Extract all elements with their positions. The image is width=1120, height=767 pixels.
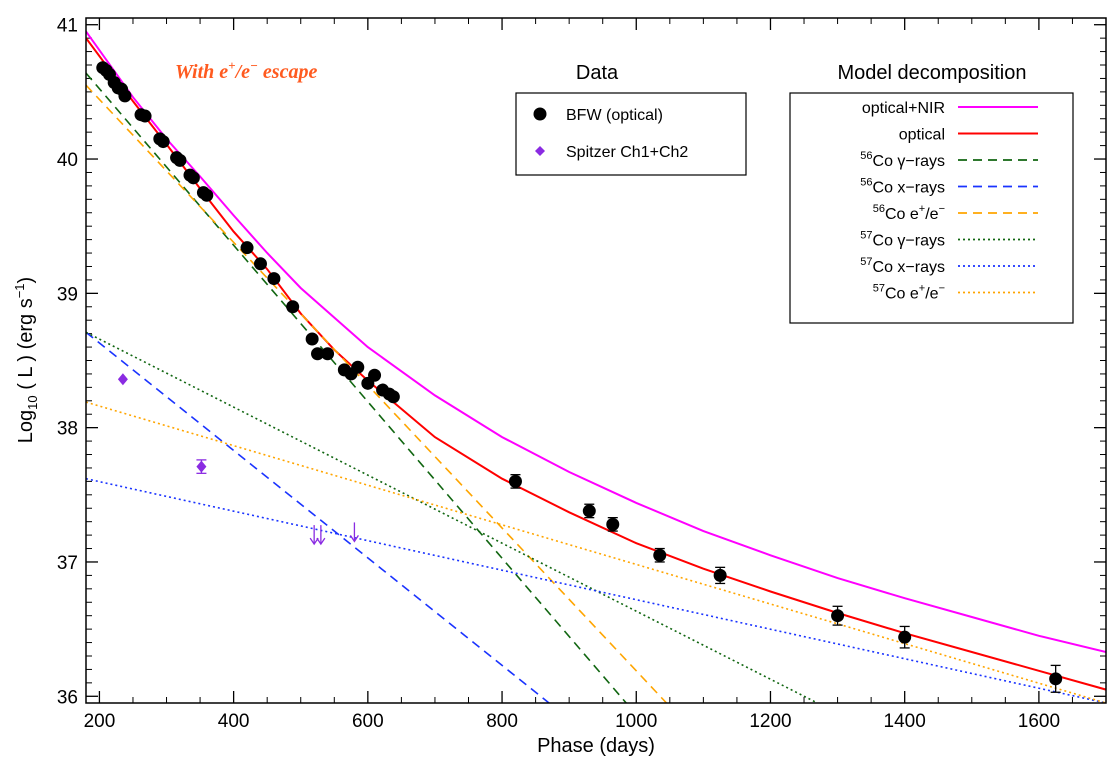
data-point-bfw bbox=[582, 504, 596, 518]
model-line-56co-rays bbox=[86, 72, 627, 703]
data-point-bfw bbox=[351, 360, 365, 374]
legend-marker-spitzer bbox=[535, 146, 545, 156]
x-tick-label: 600 bbox=[352, 711, 384, 732]
legend-model-label: 56Co γ−rays bbox=[860, 150, 945, 170]
legend-model-label: optical+NIR bbox=[862, 100, 945, 117]
data-point-bfw bbox=[267, 272, 281, 286]
escape-annotation: With e+/e− escape bbox=[175, 58, 317, 83]
y-tick-label: 37 bbox=[57, 553, 78, 574]
data-points bbox=[96, 61, 1063, 693]
data-point-bfw bbox=[1049, 672, 1063, 686]
x-tick-label: 1000 bbox=[615, 711, 657, 732]
legend-model-label: 57Co x−rays bbox=[860, 256, 945, 276]
data-point-bfw bbox=[305, 332, 319, 346]
data-point-bfw bbox=[286, 300, 300, 314]
y-tick-label: 39 bbox=[57, 284, 78, 305]
data-point-bfw bbox=[831, 609, 845, 623]
model-line-57co-rays bbox=[86, 331, 818, 703]
legend-label-bfw: BFW (optical) bbox=[566, 107, 663, 124]
legend-marker-bfw bbox=[533, 107, 547, 121]
x-tick-label: 400 bbox=[218, 711, 250, 732]
upper-limit-arrowhead bbox=[309, 537, 319, 546]
upper-limit-arrowhead bbox=[316, 537, 326, 546]
legend-model-label: optical bbox=[899, 127, 945, 144]
data-point-bfw bbox=[311, 347, 325, 361]
plot-frame bbox=[85, 17, 1107, 704]
y-tick-label: 41 bbox=[57, 16, 78, 37]
data-point-bfw bbox=[240, 241, 254, 255]
data-point-bfw bbox=[653, 548, 667, 562]
x-axis-label: Phase (days) bbox=[537, 735, 655, 757]
x-tick-label: 1400 bbox=[884, 711, 926, 732]
data-point-bfw bbox=[156, 135, 170, 149]
data-point-bfw bbox=[321, 347, 335, 361]
model-legend-title: Model decomposition bbox=[838, 62, 1027, 84]
model-legend: optical+NIR optical 56Co γ−rays 56Co x−rays… bbox=[789, 92, 1074, 324]
data-point-bfw bbox=[118, 89, 132, 103]
y-tick-label: 36 bbox=[57, 687, 78, 708]
data-point-bfw bbox=[253, 257, 267, 271]
y-tick-label: 38 bbox=[57, 419, 78, 440]
data-legend: BFW (optical) Spitzer Ch1+Ch2 bbox=[515, 92, 747, 176]
x-tick-label: 800 bbox=[486, 711, 518, 732]
model-line-56co-x-rays bbox=[86, 331, 550, 703]
data-point-bfw bbox=[186, 171, 200, 185]
model-line-56co-e-e- bbox=[86, 84, 668, 703]
data-point-bfw bbox=[368, 368, 382, 382]
axis-ticks: 200 400 600 800 1000 1200 1400 1600 36 37 38 39 40 41 bbox=[57, 16, 1107, 732]
model-curves bbox=[86, 30, 1106, 703]
model-line-57co-x-rays bbox=[86, 477, 1106, 703]
legend-model-label: 57Co γ−rays bbox=[860, 230, 945, 250]
model-line-57co-e-e- bbox=[86, 401, 1106, 703]
model-line-optical-nir bbox=[86, 30, 1106, 653]
x-tick-label: 1200 bbox=[749, 711, 791, 732]
data-point-bfw bbox=[138, 109, 152, 123]
data-point-bfw bbox=[606, 517, 620, 531]
data-legend-title: Data bbox=[576, 62, 619, 84]
data-point-bfw bbox=[508, 474, 522, 488]
data-point-bfw bbox=[898, 630, 912, 644]
data-point-bfw bbox=[386, 390, 400, 404]
legend-label-spitzer: Spitzer Ch1+Ch2 bbox=[566, 144, 688, 161]
x-tick-label: 200 bbox=[84, 711, 116, 732]
data-point-spitzer bbox=[196, 460, 207, 473]
data-point-bfw bbox=[173, 153, 187, 167]
y-axis-label: Log10 ( L ) (erg s−1) bbox=[12, 277, 40, 443]
legend-model-label: 56Co x−rays bbox=[860, 177, 945, 197]
x-tick-label: 1600 bbox=[1018, 711, 1060, 732]
legend-model-label: 56Co e+/e− bbox=[873, 203, 945, 223]
data-point-bfw bbox=[713, 568, 727, 582]
data-point-spitzer bbox=[117, 373, 128, 386]
upper-limit-arrowhead bbox=[349, 535, 359, 543]
data-point-bfw bbox=[200, 188, 214, 202]
y-tick-label: 40 bbox=[57, 150, 78, 171]
legend-model-label: 57Co e+/e− bbox=[873, 283, 945, 303]
